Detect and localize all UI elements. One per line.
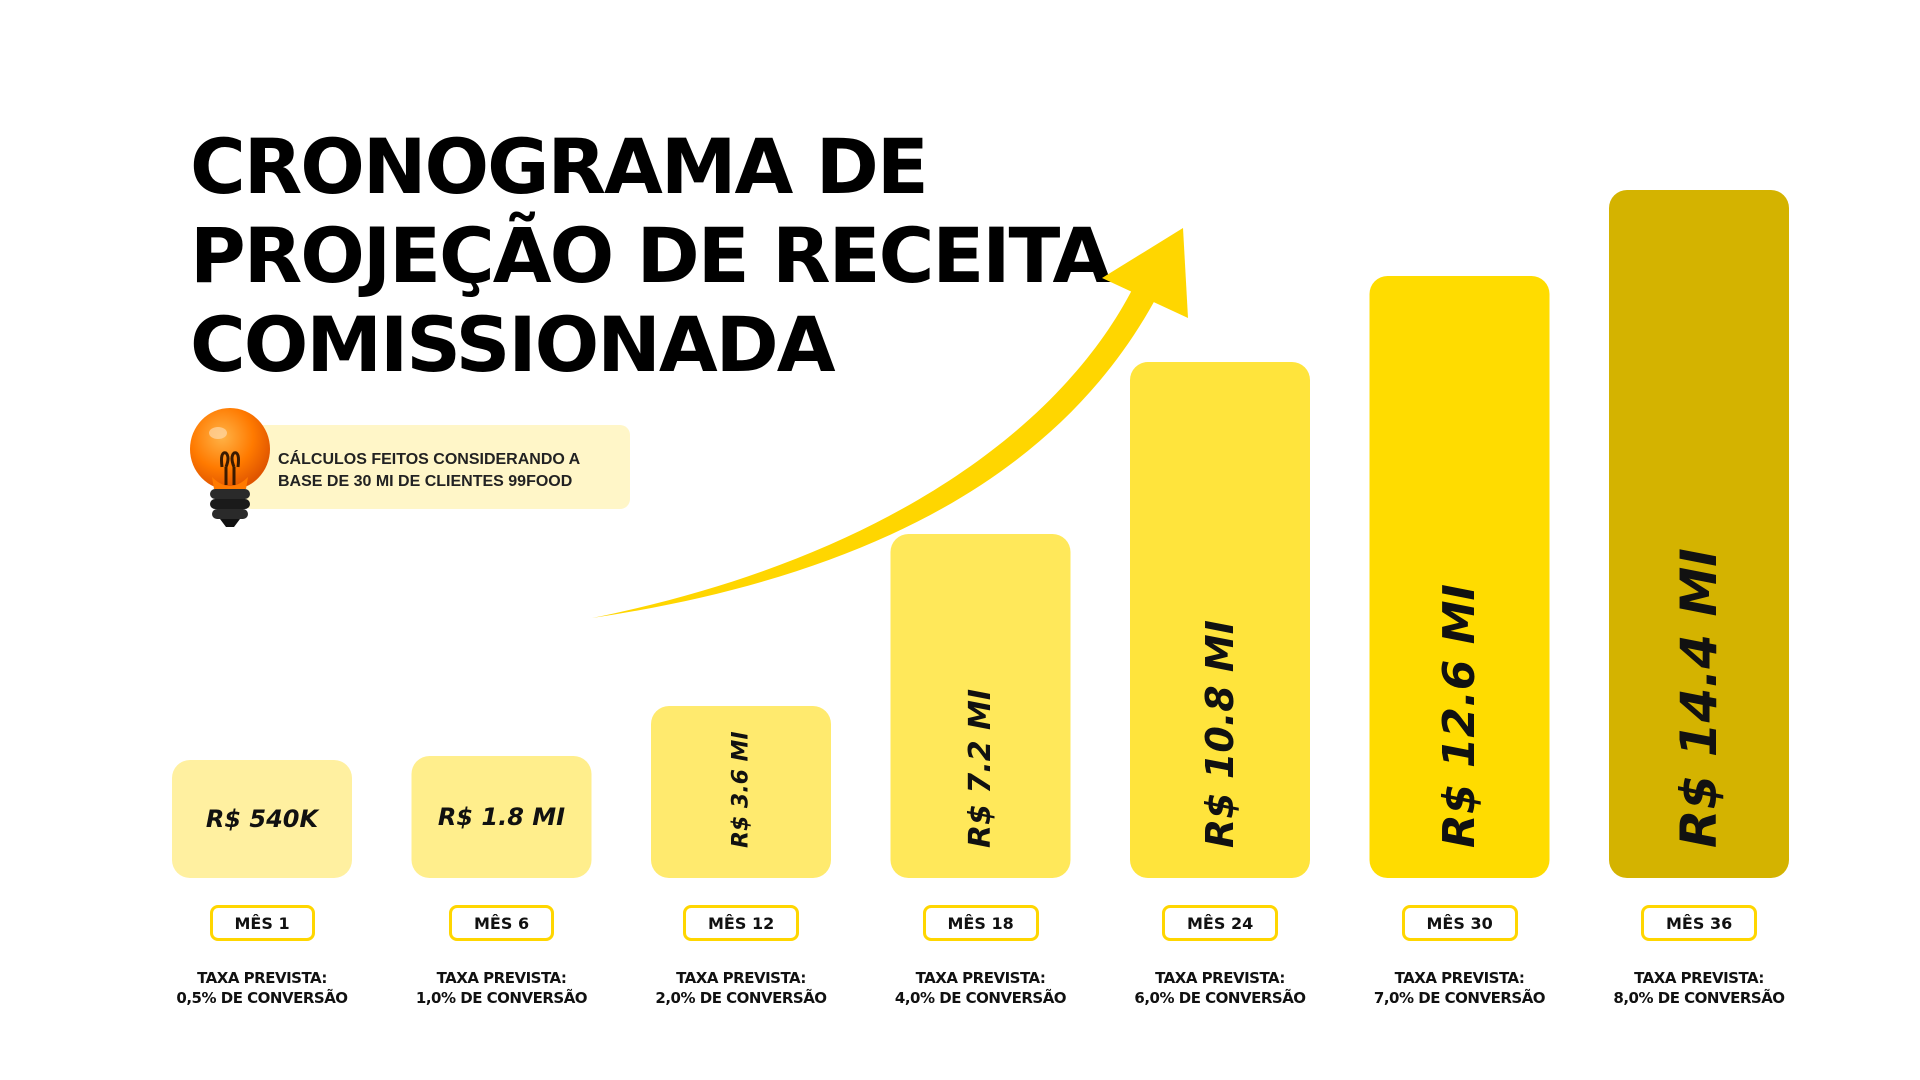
bar-6 [1369,276,1550,878]
month-label-3: MÊS 12 [683,905,800,941]
bar-value-label-7: R$ 14.4 MI [1670,548,1728,848]
conversion-rate-5-line-1: TAXA PREVISTA: [1155,969,1285,987]
bar-value-label-6: R$ 12.6 MI [1434,584,1485,848]
bar-7 [1609,190,1789,878]
conversion-rate-2-line-1: TAXA PREVISTA: [436,969,567,987]
conversion-rate-1: TAXA PREVISTA: 0,5% DE CONVERSÃO [162,968,362,1008]
title-line-2: PROJEÇÃO DE RECEITA [190,211,1111,300]
conversion-rate-1-line-2: 0,5% DE CONVERSÃO [176,989,348,1007]
conversion-rate-6: TAXA PREVISTA: 7,0% DE CONVERSÃO [1360,968,1560,1008]
conversion-rate-4-line-1: TAXA PREVISTA: [915,969,1046,987]
bars-group [172,190,1789,878]
title-line-3: COMISSIONADA [190,300,836,389]
conversion-rate-3: TAXA PREVISTA: 2,0% DE CONVERSÃO [641,968,841,1008]
conversion-rate-6-line-1: TAXA PREVISTA: [1394,969,1525,987]
month-label-6: MÊS 30 [1401,905,1518,941]
month-label-7: MÊS 36 [1641,905,1758,941]
month-label-2: MÊS 6 [449,905,555,941]
bar-2 [411,756,592,878]
conversion-rate-4: TAXA PREVISTA: 4,0% DE CONVERSÃO [881,968,1081,1008]
note-line-2: BASE DE 30 MI DE CLIENTES 99FOOD [278,473,573,490]
conversion-rate-2-line-2: 1,0% DE CONVERSÃO [415,989,588,1007]
bar-labels-group: R$ 540K R$ 1.8 MI R$ 3.6 MI R$ 7.2 MI R$ 10.… [206,548,1728,848]
conversion-rate-6-line-2: 7,0% DE CONVERSÃO [1373,989,1546,1007]
bar-value-label-5: R$ 10.8 MI [1198,620,1242,848]
arrow-head [1102,228,1188,318]
conversion-rate-7: TAXA PREVISTA: 8,0% DE CONVERSÃO [1599,968,1799,1008]
month-label-1: MÊS 1 [209,905,315,941]
bar-value-label-2: R$ 1.8 MI [438,803,565,831]
bar-5 [1130,362,1310,878]
bar-value-label-4: R$ 7.2 MI [963,689,998,848]
conversion-rate-1-line-1: TAXA PREVISTA: [197,969,327,987]
conversion-rate-7-line-1: TAXA PREVISTA: [1634,969,1764,987]
note-box [242,425,630,509]
note-text: CÁLCULOS FEITOS CONSIDERANDO A BASE DE 3… [278,449,618,493]
conversion-rate-4-line-2: 4,0% DE CONVERSÃO [894,989,1067,1007]
month-label-4: MÊS 18 [922,905,1039,941]
conversion-rate-3-line-2: 2,0% DE CONVERSÃO [655,989,827,1007]
note-line-1: CÁLCULOS FEITOS CONSIDERANDO A [278,451,581,468]
bar-3 [651,706,831,878]
month-label-5: MÊS 24 [1162,905,1279,941]
bar-4 [890,534,1071,878]
conversion-rate-7-line-2: 8,0% DE CONVERSÃO [1613,989,1785,1007]
conversion-rate-5: TAXA PREVISTA: 6,0% DE CONVERSÃO [1120,968,1320,1008]
title-line-1: CRONOGRAMA DE [190,122,929,211]
conversion-rate-3-line-1: TAXA PREVISTA: [676,969,806,987]
bar-value-label-1: R$ 540K [206,805,321,833]
conversion-rate-2: TAXA PREVISTA: 1,0% DE CONVERSÃO [402,968,602,1008]
conversion-rate-5-line-2: 6,0% DE CONVERSÃO [1134,989,1306,1007]
bar-value-label-3: R$ 3.6 MI [729,731,754,848]
page-title: CRONOGRAMA DE PROJEÇÃO DE RECEITA COMISS… [190,122,1111,389]
bar-1 [172,760,352,878]
lightbulb-icon [190,408,270,527]
